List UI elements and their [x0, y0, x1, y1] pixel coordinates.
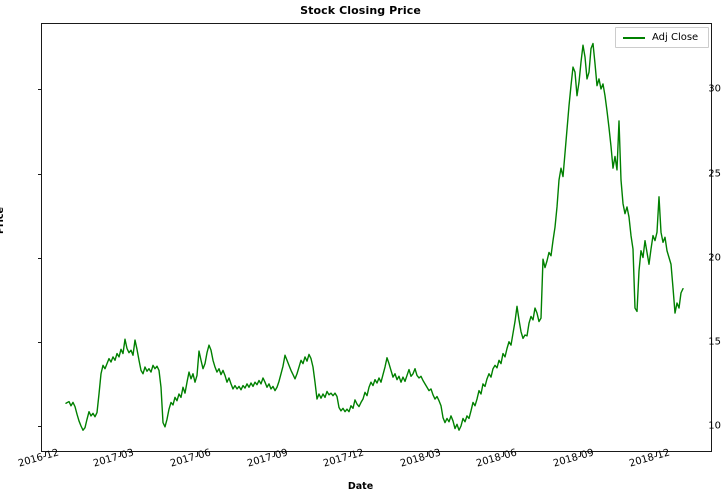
y-tick-mark — [37, 258, 41, 259]
x-tick-mark — [120, 452, 121, 456]
y-tick-mark — [37, 426, 41, 427]
x-tick-mark — [350, 452, 351, 456]
y-tick-label: 20 — [708, 252, 721, 264]
y-tick-mark — [37, 89, 41, 90]
x-tick-mark — [580, 452, 581, 456]
x-axis-label: Date — [347, 481, 374, 492]
x-tick-mark — [656, 452, 657, 456]
x-tick-mark — [427, 452, 428, 456]
legend-color-swatch — [623, 36, 645, 39]
chart-title: Stock Closing Price — [300, 4, 421, 17]
y-axis-label: Price — [0, 207, 6, 234]
line-series-svg — [65, 42, 684, 431]
x-tick-mark — [274, 452, 275, 456]
adj-close-line — [65, 42, 684, 431]
legend[interactable]: Adj Close — [615, 27, 709, 48]
y-tick-label: 10 — [708, 420, 721, 432]
x-tick-mark — [503, 452, 504, 456]
y-tick-label: 25 — [708, 168, 721, 180]
y-tick-label: 30 — [708, 83, 721, 95]
x-tick-label: 2016-12 — [17, 447, 61, 470]
x-tick-mark — [45, 452, 46, 456]
y-tick-mark — [37, 342, 41, 343]
y-tick-mark — [37, 174, 41, 175]
plot-frame — [41, 23, 712, 452]
plot-area — [41, 23, 712, 452]
x-tick-mark — [197, 452, 198, 456]
y-tick-label: 15 — [708, 336, 721, 348]
legend-label: Adj Close — [652, 32, 699, 43]
